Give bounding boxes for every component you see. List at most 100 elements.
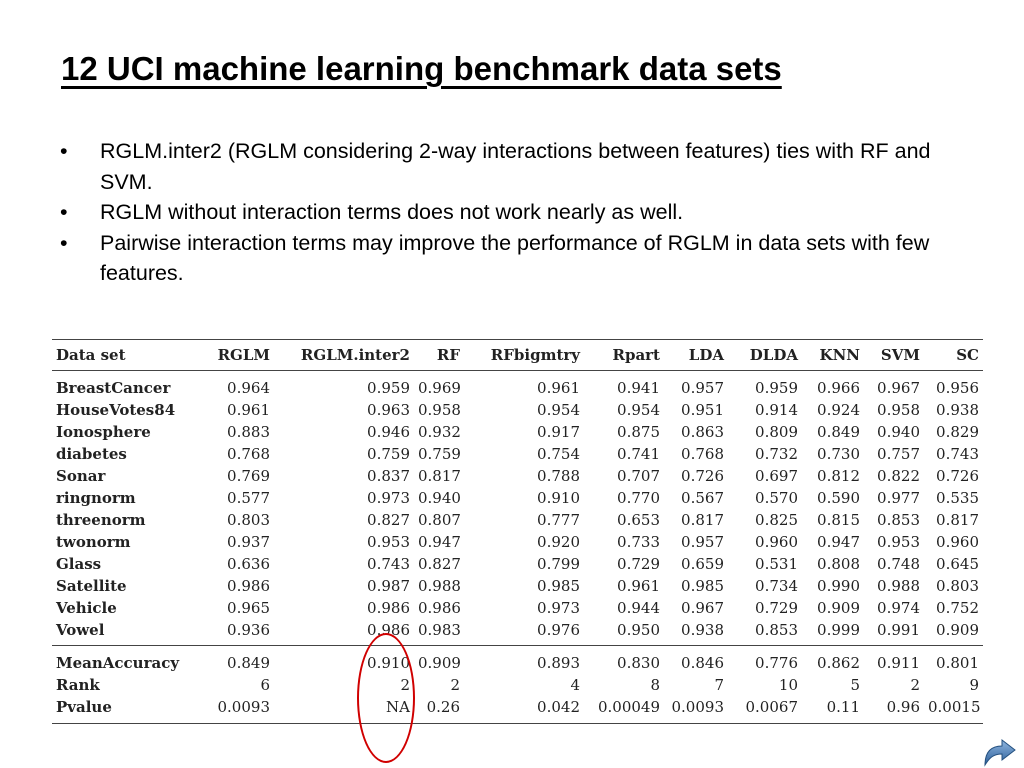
table-cell: 0.730 (817, 445, 860, 463)
table-cell: 0.732 (755, 445, 798, 463)
table-cell: 0.938 (681, 621, 724, 639)
table-row: HouseVotes84 0.961 0.963 0.958 0.954 0.954 0.9… (52, 399, 983, 421)
table-cell: 0.986 (227, 577, 270, 595)
table-cell: 0.776 (755, 654, 798, 672)
table-cell: 0.956 (936, 379, 979, 397)
table-row: threenorm 0.803 0.827 0.807 0.777 0.653 0.817 0… (52, 509, 983, 531)
bullet-text: Pairwise interaction terms may improve t… (100, 230, 930, 286)
table-cell: 0.957 (681, 379, 724, 397)
table-cell: 0.829 (936, 423, 979, 441)
bullet-text: RGLM without interaction terms does not … (100, 200, 684, 224)
table-row: BreastCancer 0.964 0.959 0.969 0.961 0.941 0.9… (52, 371, 983, 400)
table-cell: 0.777 (537, 511, 580, 529)
bullet-item: • RGLM without interaction terms does not… (60, 197, 960, 228)
table-cell: 0.937 (227, 533, 270, 551)
column-header: SC (956, 346, 979, 364)
table-cell: 0.953 (877, 533, 920, 551)
table-cell: 0.924 (817, 401, 860, 419)
table-cell: 0.748 (877, 555, 920, 573)
row-label: Ionosphere (56, 423, 151, 441)
bullet-list: • RGLM.inter2 (RGLM considering 2-way int… (60, 136, 960, 289)
bullet-marker: • (60, 139, 68, 163)
table-cell: 0.849 (227, 654, 270, 672)
table-cell: 0.11 (826, 698, 860, 716)
table-cell: 0.825 (755, 511, 798, 529)
table-cell: 0.988 (418, 577, 461, 595)
table-cell: 0.950 (617, 621, 660, 639)
column-header: Rpart (612, 346, 660, 364)
table-row: Glass 0.636 0.743 0.827 0.799 0.729 0.659 0.531… (52, 553, 983, 575)
next-arrow-icon[interactable] (982, 737, 1018, 767)
table-cell: 0.846 (681, 654, 724, 672)
table-cell: 0.752 (936, 599, 979, 617)
table-cell: 0.759 (367, 445, 410, 463)
table-cell: 0.987 (367, 577, 410, 595)
summary-row: Rank 6 2 2 4 8 7 10 5 2 9 (52, 674, 983, 696)
bullet-text: RGLM.inter2 (RGLM considering 2-way inte… (100, 139, 931, 194)
table-cell: 0.963 (367, 401, 410, 419)
table-cell: 0.807 (418, 511, 461, 529)
table-cell: 0.741 (617, 445, 660, 463)
table-cell: 0.909 (817, 599, 860, 617)
table-cell: 0.853 (755, 621, 798, 639)
bullet-marker: • (60, 230, 68, 255)
table-cell: 0.910 (537, 489, 580, 507)
table-cell: 0.911 (877, 654, 920, 672)
table-cell: 0.960 (936, 533, 979, 551)
table-cell: 0.965 (227, 599, 270, 617)
table-cell: 2 (910, 676, 920, 694)
table-cell: 0.822 (877, 467, 920, 485)
table-cell: 0.960 (755, 533, 798, 551)
table-cell: 0.958 (418, 401, 461, 419)
table-cell: 5 (850, 676, 860, 694)
table-cell: 0.953 (367, 533, 410, 551)
table-body: BreastCancer 0.964 0.959 0.969 0.961 0.941 0.9… (52, 371, 983, 646)
column-header: RFbigmtry (490, 346, 580, 364)
table-cell: 0.893 (537, 654, 580, 672)
column-header: RGLM.inter2 (300, 346, 410, 364)
table-cell: 0.653 (617, 511, 660, 529)
table-cell: 0.817 (418, 467, 461, 485)
table-cell: 0.959 (755, 379, 798, 397)
table-row: diabetes 0.768 0.759 0.759 0.754 0.741 0.768 0.… (52, 443, 983, 465)
row-label: BreastCancer (56, 379, 171, 397)
table-cell: 0.801 (936, 654, 979, 672)
column-header: LDA (688, 346, 724, 364)
table-cell: 0.938 (936, 401, 979, 419)
table-cell: 0.697 (755, 467, 798, 485)
column-header: RGLM (217, 346, 270, 364)
table-cell: 0.976 (537, 621, 580, 639)
row-label: Rank (56, 676, 100, 694)
table-cell: 0.883 (227, 423, 270, 441)
row-label: threenorm (56, 511, 146, 529)
table-cell: 0.957 (681, 533, 724, 551)
table-cell: 0.590 (817, 489, 860, 507)
table-cell: 0.932 (418, 423, 461, 441)
table-cell: 0.863 (681, 423, 724, 441)
table-cell: 0.00049 (597, 698, 660, 716)
table-cell: 0.803 (936, 577, 979, 595)
row-label: Glass (56, 555, 102, 573)
table-cell: 0.946 (367, 423, 410, 441)
row-label: Pvalue (56, 698, 112, 716)
table-cell: 6 (260, 676, 270, 694)
table-cell: 0.726 (936, 467, 979, 485)
table-cell: 0.849 (817, 423, 860, 441)
column-header: KNN (819, 346, 860, 364)
table-header: Data set RGLM RGLM.inter2 RF RFbigmtry Rpart L… (52, 339, 983, 371)
row-label: ringnorm (56, 489, 136, 507)
table-cell: 0.803 (227, 511, 270, 529)
table-cell: 0.759 (418, 445, 461, 463)
highlight-circle (357, 633, 415, 763)
table-cell: 10 (778, 676, 798, 694)
table-cell: 9 (969, 676, 979, 694)
table-cell: 0.0067 (745, 698, 799, 716)
table-cell: 0.531 (755, 555, 798, 573)
table-cell: 0.964 (227, 379, 270, 397)
table-cell: 0.645 (936, 555, 979, 573)
table-cell: 0.961 (537, 379, 580, 397)
table-cell: 0.909 (936, 621, 979, 639)
table-cell: 0.769 (227, 467, 270, 485)
table-cell: 0.973 (367, 489, 410, 507)
table-cell: 0.917 (537, 423, 580, 441)
